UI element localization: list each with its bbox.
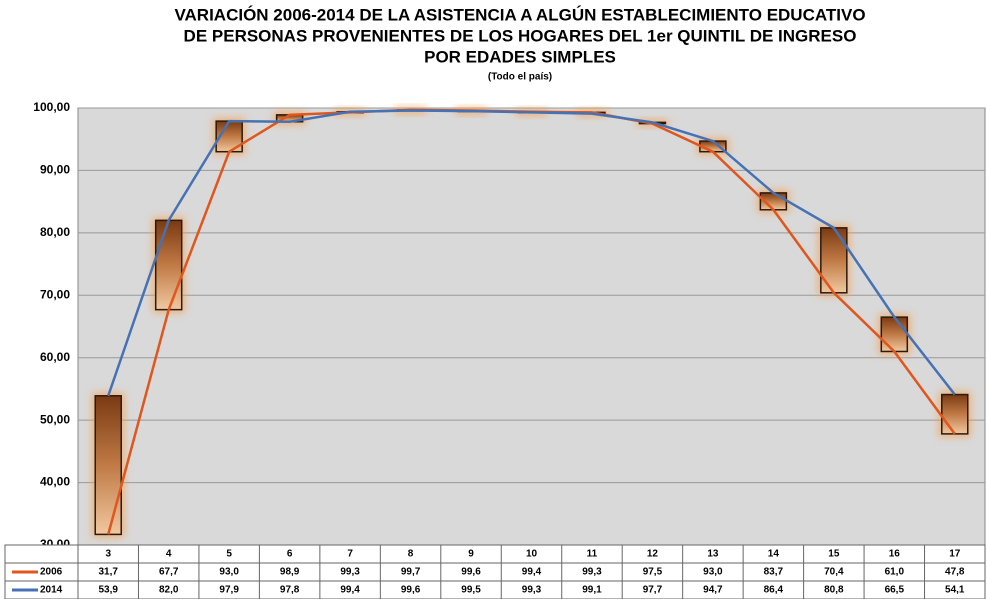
up-down-bar	[880, 316, 909, 353]
x-tick-label: 3	[105, 549, 111, 560]
y-tick-label: 90,00	[40, 163, 70, 177]
data-label: 99,3	[582, 567, 602, 578]
x-tick-label: 8	[408, 549, 414, 560]
data-label: 80,8	[824, 585, 844, 596]
x-tick-label: 4	[166, 549, 172, 560]
x-tick-label: 6	[287, 549, 293, 560]
data-label: 54,1	[945, 585, 965, 596]
y-tick-label: 80,00	[40, 225, 70, 239]
x-tick-label: 5	[226, 549, 232, 560]
up-down-bar	[820, 227, 848, 294]
data-label: 97,9	[219, 585, 239, 596]
data-label: 47,8	[945, 567, 965, 578]
up-down-bar	[94, 395, 122, 536]
data-label: 31,7	[98, 567, 118, 578]
data-label: 99,3	[340, 567, 360, 578]
data-label: 99,7	[401, 567, 421, 578]
chart-subtitle: (Todo el país)	[488, 72, 552, 83]
x-tick-label: 9	[468, 549, 474, 560]
data-label: 99,6	[461, 567, 481, 578]
up-down-bar	[941, 393, 969, 435]
data-label: 70,4	[824, 567, 844, 578]
data-label: 67,7	[159, 567, 179, 578]
data-label: 97,8	[280, 585, 300, 596]
data-label: 61,0	[885, 567, 905, 578]
data-label: 53,9	[98, 585, 118, 596]
x-tick-label: 17	[949, 549, 961, 560]
data-label: 93,0	[703, 567, 723, 578]
data-label: 83,7	[764, 567, 784, 578]
y-tick-label: 70,00	[40, 287, 70, 301]
chart-title: POR EDADES SIMPLES	[424, 47, 616, 66]
data-label: 99,6	[401, 585, 421, 596]
data-label: 98,9	[280, 567, 300, 578]
data-label: 94,7	[703, 585, 723, 596]
table-frame	[4, 544, 986, 599]
data-label: 97,5	[643, 567, 663, 578]
x-tick-label: 7	[347, 549, 353, 560]
plot-area	[77, 107, 986, 546]
x-tick-label: 16	[889, 549, 901, 560]
x-tick-label: 14	[768, 549, 780, 560]
up-down-bar	[154, 219, 183, 311]
x-tick-label: 11	[587, 549, 598, 560]
data-label: 82,0	[159, 585, 179, 596]
data-label: 86,4	[764, 585, 784, 596]
legend-label: 2006	[40, 567, 63, 578]
x-tick-label: 15	[828, 549, 840, 560]
data-label: 99,5	[461, 585, 481, 596]
y-tick-label: 100,00	[33, 100, 70, 114]
chart-title: DE PERSONAS PROVENIENTES DE LOS HOGARES …	[184, 26, 857, 45]
data-label: 97,7	[643, 585, 663, 596]
y-tick-label: 50,00	[40, 412, 70, 426]
data-label: 66,5	[885, 585, 905, 596]
legend-label: 2014	[40, 585, 63, 596]
data-label: 99,1	[582, 585, 602, 596]
data-label: 99,4	[340, 585, 360, 596]
data-label: 99,4	[522, 567, 542, 578]
y-tick-label: 40,00	[40, 475, 70, 489]
data-label: 99,3	[522, 585, 542, 596]
x-tick-label: 13	[707, 549, 719, 560]
data-label: 93,0	[219, 567, 239, 578]
series-line	[107, 109, 956, 397]
chart-title: VARIACIÓN 2006-2014 DE LA ASISTENCIA A A…	[174, 5, 865, 24]
x-tick-label: 10	[526, 549, 538, 560]
x-tick-label: 12	[647, 549, 659, 560]
y-tick-label: 60,00	[40, 350, 70, 364]
